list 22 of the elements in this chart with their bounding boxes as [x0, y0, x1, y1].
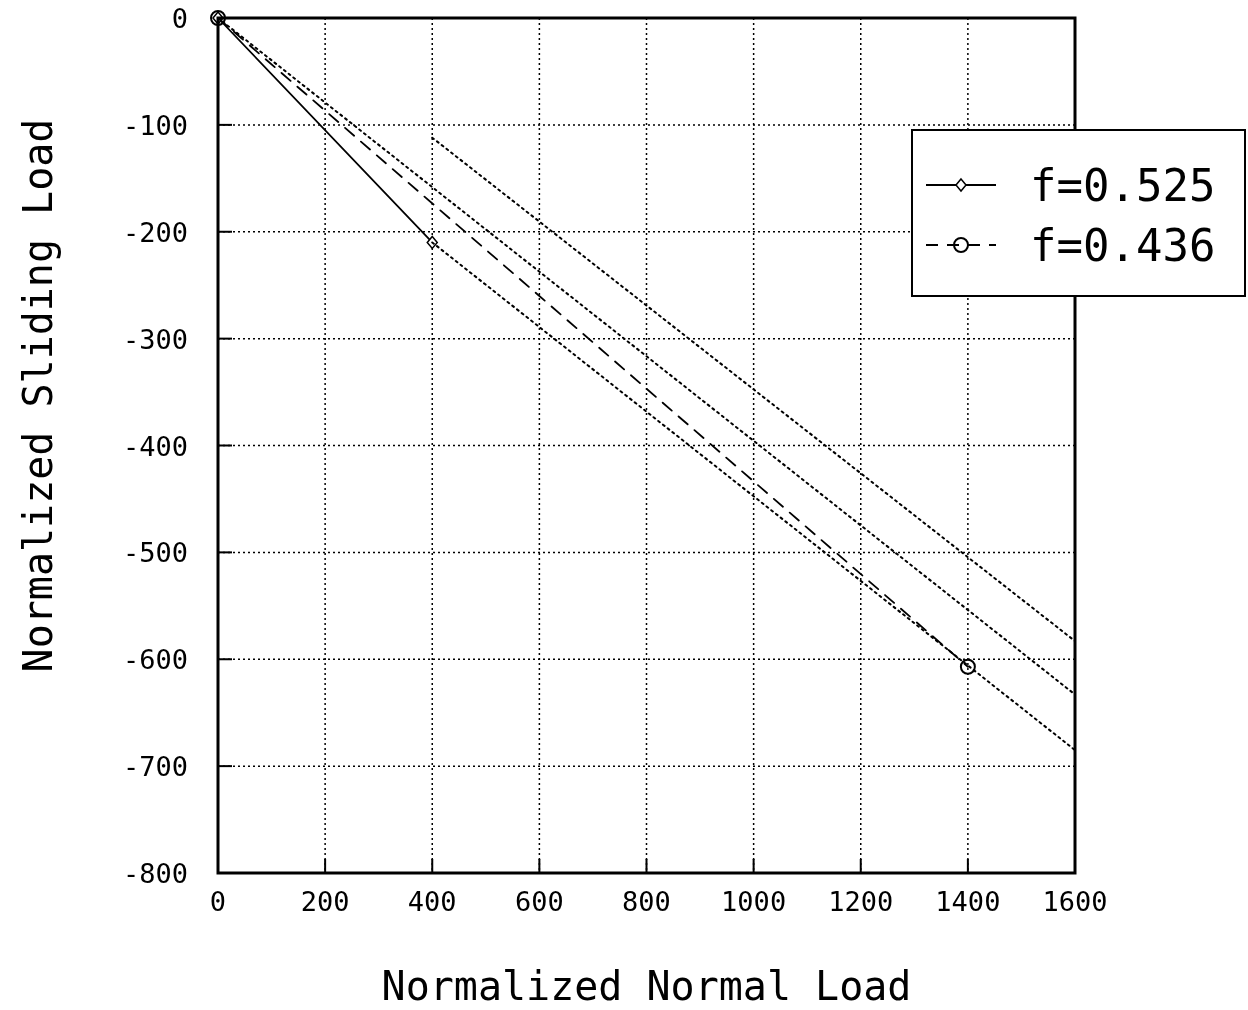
legend-label: f=0.525 — [1030, 160, 1216, 211]
y-tick-label: -400 — [122, 430, 188, 462]
y-tick-label: -500 — [122, 537, 188, 569]
x-tick-label: 1200 — [828, 886, 894, 917]
y-tick-label: 0 — [171, 3, 188, 34]
y-tick-label: -800 — [122, 858, 188, 889]
y-tick-label: -700 — [122, 751, 188, 783]
x-tick-label: 1000 — [721, 886, 787, 917]
y-tick-label: -600 — [122, 644, 188, 676]
y-tick-label: -100 — [122, 109, 188, 141]
x-tick-label: 1400 — [935, 886, 1001, 917]
x-tick-label: 400 — [407, 886, 457, 917]
legend-label: f=0.436 — [1030, 220, 1216, 271]
y-tick-label: -200 — [122, 216, 188, 248]
x-tick-label: 200 — [300, 886, 350, 917]
x-tick-label: 1600 — [1042, 886, 1108, 917]
x-axis-title: Normalized Normal Load — [381, 963, 912, 1009]
x-tick-label: 800 — [622, 886, 671, 917]
y-axis-title: Normalized Sliding Load — [15, 118, 61, 673]
x-tick-label: 600 — [514, 886, 564, 917]
y-tick-label: -300 — [122, 323, 188, 355]
x-tick-label: 0 — [209, 886, 227, 917]
